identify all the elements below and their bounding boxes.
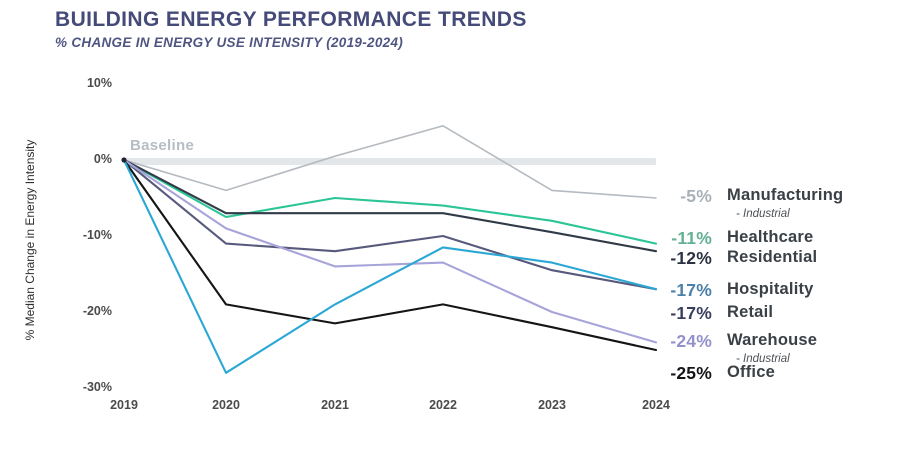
series-line-manufacturing (123, 125, 657, 199)
series-line-residential (122, 158, 658, 253)
legend-label: Retail (727, 303, 774, 321)
start-point-marker (121, 157, 127, 163)
legend-label: Hospitality (727, 280, 814, 298)
y-axis-tick: -20% (82, 304, 112, 318)
series-line-retail (122, 158, 658, 291)
legend-item-hospitality: -17% Hospitality (596, 280, 814, 300)
legend-item-retail: -17% Retail (596, 303, 773, 323)
legend-sublabel: - Industrial (736, 352, 790, 365)
x-axis-tick: 2022 (429, 398, 457, 412)
legend-label: Manufacturing (727, 186, 844, 204)
series-line-warehouse (122, 158, 658, 344)
legend-item-office: -25% Office (596, 363, 775, 383)
legend-item-healthcare: -11% Healthcare (596, 228, 813, 248)
legend-value: -25% (670, 363, 712, 383)
series-line-hospitality (122, 158, 658, 374)
x-axis-tick: 2020 (212, 398, 240, 412)
legend-value: -12% (670, 248, 712, 268)
legend-label: Residential (727, 248, 818, 266)
legend-label: Warehouse (727, 331, 818, 349)
baseline-label: Baseline (130, 137, 195, 154)
x-axis-tick: 2021 (321, 398, 349, 412)
y-axis-tick: 0% (93, 152, 112, 166)
page-title: BUILDING ENERGY PERFORMANCE TRENDS (55, 8, 527, 31)
x-axis-tick: 2023 (538, 398, 566, 412)
legend-value: -17% (670, 280, 712, 300)
page-subtitle: % CHANGE IN ENERGY USE INTENSITY (2019-2… (55, 35, 404, 50)
x-axis-tick: 2019 (110, 398, 138, 412)
legend-sublabel: - Industrial (736, 207, 790, 220)
series-line-healthcare (122, 158, 658, 245)
legend-value: -24% (670, 331, 712, 351)
legend-label: Healthcare (727, 228, 814, 246)
y-axis-tick: -10% (82, 228, 112, 242)
y-axis-tick: -30% (82, 380, 112, 394)
legend-value: -11% (671, 228, 712, 248)
legend-value: -17% (670, 303, 712, 323)
y-axis-tick: 10% (86, 76, 112, 90)
series-line-office (122, 158, 658, 352)
legend-value: -5% (680, 186, 712, 206)
legend-item-manufacturing: -5% Manufacturing - Industrial (596, 186, 843, 220)
legend-item-warehouse: -24% Warehouse - Industrial (596, 331, 817, 365)
x-axis-tick: 2024 (642, 398, 670, 412)
legend-label: Office (727, 363, 775, 381)
legend-item-residential: -12% Residential (596, 248, 817, 268)
baseline-band (124, 158, 656, 165)
